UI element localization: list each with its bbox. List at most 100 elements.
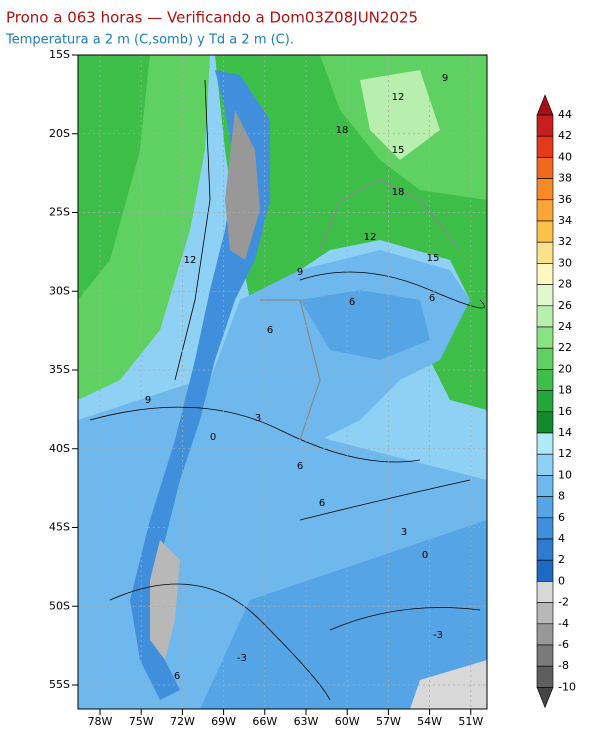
colorbar-label: 32	[558, 235, 572, 248]
lat-label: 45S	[49, 521, 70, 534]
contour-label: 18	[336, 125, 349, 136]
contour-label: 12	[364, 232, 377, 243]
colorbar-label: -8	[558, 659, 569, 672]
lat-label: 35S	[49, 363, 70, 376]
colorbar-label: 18	[558, 384, 572, 397]
colorbar-label: 36	[558, 193, 572, 206]
colorbar-label: 42	[558, 129, 572, 142]
lon-label: 72W	[170, 715, 195, 728]
lon-label: 63W	[294, 715, 319, 728]
colorbar-label: -10	[558, 680, 576, 693]
contour-label: 9	[145, 395, 151, 406]
map-field: 9 12 18 15 18 12 15 12 9 6 6 6 9 3 0 6 6 3 0 -3 -3 6	[78, 55, 487, 709]
contour-label: 6	[429, 293, 435, 304]
colorbar-label: -4	[558, 617, 569, 630]
colorbar-label: 2	[558, 553, 565, 566]
lat-label: 25S	[49, 206, 70, 219]
colorbar-box	[536, 623, 554, 646]
contour	[299, 271, 485, 309]
colorbar-box	[536, 390, 554, 413]
lon-label: 60W	[335, 715, 360, 728]
colorbar-label: 10	[558, 468, 572, 481]
contour	[329, 607, 481, 631]
lon-label: 69W	[211, 715, 236, 728]
lon-label: 54W	[417, 715, 442, 728]
colorbar-label: 12	[558, 447, 572, 460]
contour-label: 9	[297, 267, 303, 278]
contour-label: 0	[422, 550, 428, 561]
border	[260, 299, 321, 441]
colorbar-box	[536, 220, 554, 243]
colorbar-label: 26	[558, 299, 572, 312]
colorbar-box	[536, 559, 554, 582]
contour	[299, 479, 471, 521]
colorbar-label: 44	[558, 108, 572, 121]
lon-label: 57W	[376, 715, 401, 728]
map-frame	[77, 54, 488, 710]
colorbar-box	[536, 517, 554, 540]
contour-label: -3	[237, 653, 247, 664]
colorbar-box	[536, 326, 554, 349]
colorbar-label: 28	[558, 278, 572, 291]
colorbar-box	[536, 453, 554, 476]
colorbar-box	[536, 263, 554, 285]
pampa	[300, 290, 430, 360]
contour-label: 12	[184, 255, 197, 266]
colorbar-label: 38	[558, 172, 572, 185]
colorbar-arrow-top	[536, 94, 554, 116]
contour-label: 6	[297, 461, 303, 472]
colorbar-box	[536, 496, 554, 519]
lat-label: 40S	[49, 442, 70, 455]
hot-spot	[360, 70, 440, 160]
colorbar-box	[536, 347, 554, 370]
contour-label: 0	[210, 432, 216, 443]
lon-label: 75W	[129, 715, 154, 728]
colorbar-label: 0	[558, 574, 565, 587]
contour	[89, 406, 421, 463]
colorbar-box	[536, 644, 554, 667]
lat-label: 50S	[49, 599, 70, 612]
colorbar-box	[536, 665, 554, 688]
contour-label: 18	[392, 187, 405, 198]
contour-label: 6	[267, 325, 273, 336]
title: Prono a 063 horas — Verificando a Dom03Z…	[6, 9, 418, 27]
colorbar-label: 20	[558, 362, 572, 375]
lon-label: 78W	[88, 715, 113, 728]
colorbar-label: 8	[558, 490, 565, 503]
lat-label: 15S	[49, 48, 70, 61]
colorbar-label: 4	[558, 532, 565, 545]
colorbar-label: -2	[558, 596, 569, 609]
colorbar-box	[536, 199, 554, 222]
colorbar-box	[536, 411, 554, 434]
warm-pacific-core	[78, 55, 150, 300]
colorbar-box	[536, 135, 554, 158]
colorbar-label: 30	[558, 256, 572, 269]
colorbar-label: 34	[558, 214, 572, 227]
colorbar-box	[536, 178, 554, 201]
colorbar-box	[536, 284, 554, 307]
colorbar-box	[536, 538, 554, 561]
colorbar-arrow-bottom	[536, 687, 554, 709]
colorbar-box	[536, 369, 554, 391]
contour-label: 6	[174, 671, 180, 682]
altiplano	[225, 110, 260, 260]
colorbar-box	[536, 581, 554, 603]
contour	[109, 583, 331, 701]
patagonia-ice	[150, 540, 180, 660]
colorbar-label: 24	[558, 320, 572, 333]
land-cool	[140, 250, 470, 690]
colorbar-box	[536, 305, 554, 328]
contour-label: 15	[427, 253, 440, 264]
contour-label: 6	[349, 297, 355, 308]
lon-label: 51W	[458, 715, 483, 728]
colorbar-box	[536, 475, 554, 497]
subtitle: Temperatura a 2 m (C,somb) y Td a 2 m (C…	[5, 33, 294, 48]
contour-label: 12	[392, 92, 405, 103]
contour-label: 6	[319, 498, 325, 509]
contour-label: 15	[392, 145, 405, 156]
lat-label: 20S	[49, 127, 70, 140]
border	[319, 179, 461, 251]
contour	[174, 79, 211, 381]
colorbar-label: 6	[558, 511, 565, 524]
